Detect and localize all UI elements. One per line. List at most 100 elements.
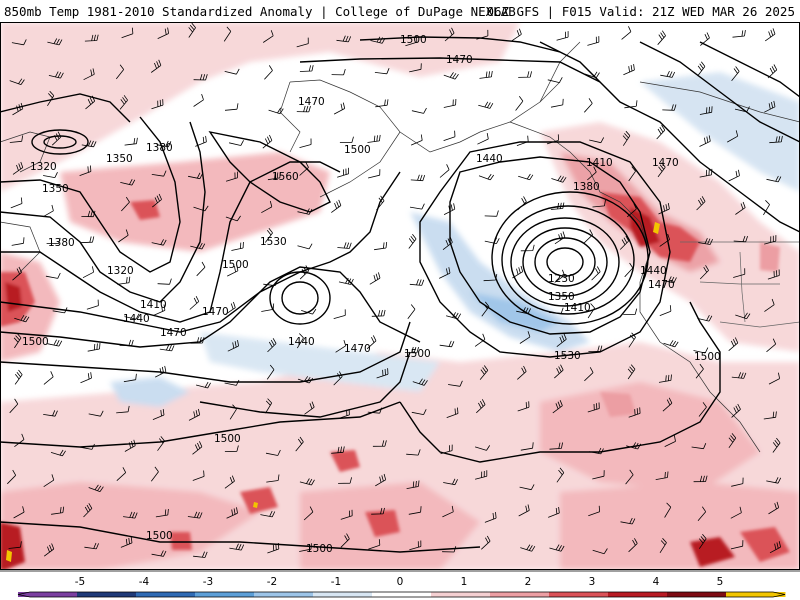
- contour-label: 1560: [272, 171, 299, 183]
- contour-label: 1530: [260, 236, 287, 248]
- wind-barb: [556, 31, 569, 41]
- wind-barb: [769, 541, 781, 554]
- wind-barb: [375, 99, 389, 108]
- wind-barb: [661, 276, 677, 284]
- wind-barb: [261, 200, 273, 214]
- wind-barb: [124, 137, 138, 146]
- wind-barb: [88, 484, 104, 492]
- wind-barb: [663, 340, 679, 348]
- wind-barb: [411, 409, 427, 415]
- wind-barb: [479, 365, 489, 380]
- wind-barb: [439, 164, 450, 178]
- contour-label: 1410: [140, 299, 167, 311]
- wind-barb: [150, 59, 162, 73]
- wind-barb: [340, 509, 353, 520]
- wind-barb: [556, 467, 565, 483]
- colorbar-tick-label: -5: [75, 576, 85, 588]
- wind-barb: [371, 309, 386, 317]
- wind-barb: [728, 169, 740, 182]
- wind-barb: [587, 36, 600, 46]
- wind-barb: [623, 308, 638, 315]
- wind-barb: [267, 542, 280, 554]
- contour-label: 1440: [288, 336, 315, 348]
- wind-barb: [769, 135, 783, 144]
- wind-barb: [697, 61, 706, 77]
- wind-barb: [227, 264, 239, 277]
- wind-barb: [588, 505, 600, 517]
- colorbar-legend: -5 -4 -3 -2 -1 0 1 2 3 4 5: [0, 570, 800, 598]
- contour-label: 1380: [48, 237, 75, 249]
- contour-label: 1470: [344, 343, 371, 355]
- wind-barb: [548, 506, 560, 518]
- wind-barb: [443, 72, 459, 80]
- wind-barb: [9, 398, 19, 414]
- colorbar-swatch: [431, 592, 491, 597]
- wind-barb: [478, 101, 494, 109]
- wind-barb: [698, 533, 707, 549]
- wind-barb: [727, 130, 739, 143]
- contour-label: 1380: [146, 142, 173, 154]
- wind-barb: [589, 137, 605, 144]
- wind-barb: [45, 272, 61, 279]
- wind-barb: [43, 543, 55, 557]
- wind-barb: [662, 104, 677, 111]
- wind-barb: [512, 265, 524, 279]
- colorbar-swatch: [608, 592, 668, 597]
- wind-barb: [519, 484, 535, 491]
- wind-barb: [225, 171, 238, 182]
- wind-barb: [12, 266, 22, 281]
- wind-barb: [481, 535, 491, 550]
- wind-barb: [549, 544, 565, 552]
- wind-barb: [157, 27, 169, 39]
- wind-barb: [442, 236, 453, 251]
- wind-barb: [404, 346, 419, 354]
- wind-barb: [189, 296, 200, 310]
- wind-barb: [731, 66, 740, 81]
- wind-barb: [10, 197, 23, 209]
- wind-barb: [266, 364, 275, 380]
- wind-barb: [48, 71, 64, 79]
- wind-barb: [700, 32, 710, 46]
- wind-barb: [484, 512, 497, 523]
- contour-label: 1470: [202, 306, 229, 318]
- wind-barb: [699, 135, 711, 147]
- wind-barb: [336, 35, 352, 43]
- wind-barb: [188, 408, 201, 421]
- wind-barb: [409, 203, 425, 210]
- wind-barb: [368, 539, 381, 550]
- wind-barb: [88, 410, 104, 417]
- wind-barb: [229, 140, 244, 146]
- wind-barb: [338, 277, 354, 285]
- wind-barb: [82, 266, 94, 279]
- wind-barb: [554, 231, 566, 245]
- contour-label: 1350: [106, 153, 133, 165]
- wind-barb: [51, 506, 65, 515]
- contour-label: 1440: [476, 153, 503, 165]
- wind-barb: [626, 442, 642, 450]
- wind-barb: [592, 548, 608, 555]
- wind-barb: [296, 333, 304, 349]
- colorbar-swatch: [195, 592, 255, 597]
- wind-barb: [153, 304, 166, 316]
- wind-barb: [80, 236, 95, 244]
- wind-barb: [772, 437, 781, 453]
- wind-barb: [628, 407, 641, 418]
- wind-barb: [659, 538, 667, 554]
- wind-barb: [152, 409, 165, 420]
- wind-barb: [698, 402, 707, 417]
- wind-barb: [735, 312, 751, 320]
- wind-barb: [192, 470, 205, 481]
- wind-barb: [730, 506, 742, 519]
- wind-barb: [331, 446, 345, 454]
- wind-barb: [691, 443, 707, 450]
- colorbar-tick-label: -4: [139, 576, 150, 588]
- wind-barb: [764, 298, 775, 312]
- contour-label: 1470: [160, 327, 187, 339]
- wind-barb: [333, 102, 346, 115]
- wind-barb: [296, 37, 309, 48]
- wind-barb: [50, 449, 66, 457]
- wind-barb: [695, 363, 704, 379]
- colorbar-swatch: [136, 592, 196, 597]
- wind-barb: [155, 365, 167, 378]
- wind-barb: [731, 403, 741, 418]
